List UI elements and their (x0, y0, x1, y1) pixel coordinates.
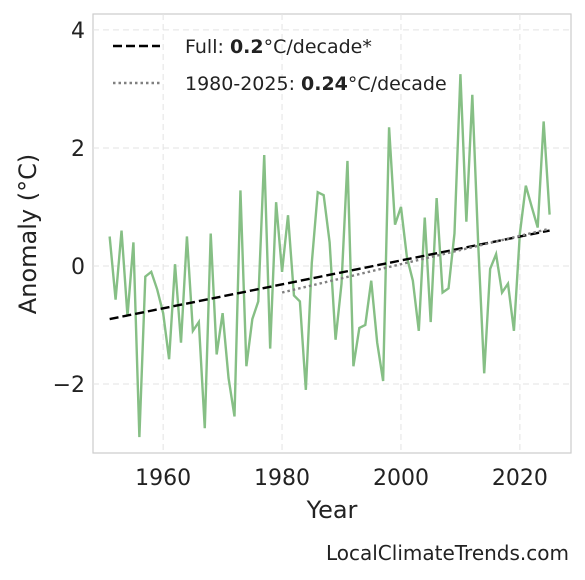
y-tick-label: 0 (71, 255, 85, 280)
legend-label: Full: 0.2°C/decade* (185, 36, 372, 58)
source-credit: LocalClimateTrends.com (326, 541, 569, 565)
y-tick-label: 2 (71, 137, 85, 162)
x-tick-label: 2000 (373, 466, 429, 491)
data-line (108, 74, 551, 438)
y-axis-label: Anomaly (°C) (14, 154, 42, 314)
x-tick-label: 1980 (254, 466, 310, 491)
legend-label: 1980-2025: 0.24°C/decade (185, 73, 447, 95)
trend-line (109, 229, 550, 321)
y-tick-label: 4 (71, 19, 85, 44)
x-tick-label: 2020 (492, 466, 548, 491)
legend-text: 0.2 (230, 36, 264, 58)
x-tick-label: 1960 (135, 466, 191, 491)
legend-text: 0.24 (301, 73, 348, 95)
legend-text: Full: (185, 36, 230, 58)
legend-text: 1980-2025: (185, 73, 301, 95)
legend-text: °C/decade (348, 73, 447, 95)
y-tick-label: −2 (53, 373, 85, 398)
legend-text: °C/decade* (264, 36, 372, 58)
trend-line (281, 227, 550, 294)
x-axis-label: Year (306, 496, 358, 524)
plot-frame (92, 13, 572, 454)
